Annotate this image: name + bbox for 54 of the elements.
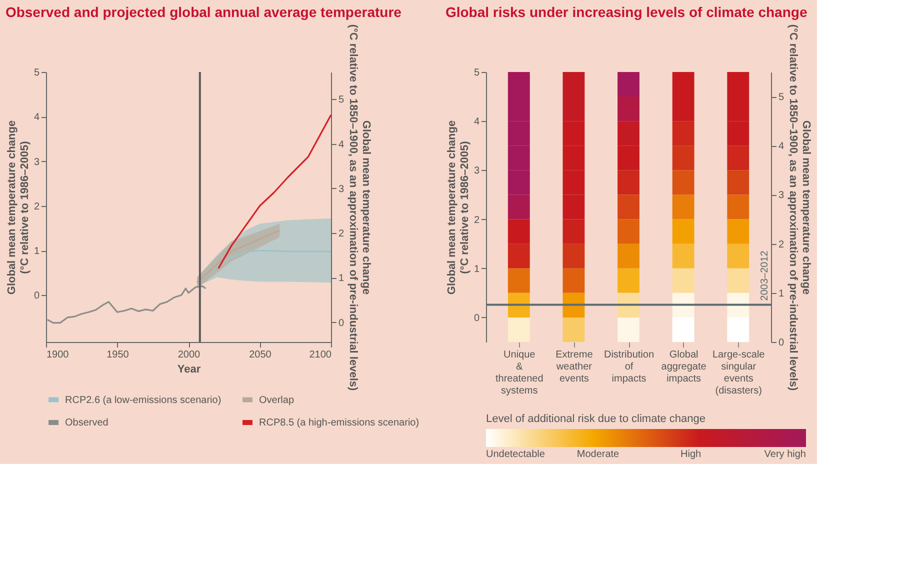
y2-tick-label: 2 [778,239,784,250]
y2-tick-label: 4 [338,139,344,150]
color-bar-label: High [680,449,702,460]
y2-tick-label: 3 [338,184,344,195]
y-tick-label: 1 [34,246,40,258]
x-tick-label: Unique & threatened systems [495,350,544,396]
y-tick-label: 3 [34,156,40,168]
y-tick-label: 4 [474,116,480,128]
color-bar-title: Level of additional risk due to climate change [486,413,706,425]
x-axis-title: Year [177,364,202,376]
y-tick-label: 5 [474,68,480,78]
x-tick-label: Extreme weather events [555,350,594,384]
y-tick-label: 2 [474,214,480,226]
y2-tick-label: 1 [338,273,344,284]
y2-tick-label: 3 [778,190,784,202]
y2-tick-label: 1 [778,288,784,300]
color-bar-label: Very high [764,449,806,460]
x-tick-label: 2050 [249,350,272,360]
y-tick-label: 3 [474,166,480,177]
legend-label: Observed [65,418,108,428]
line-series [196,250,332,283]
y-tick-label: 0 [34,290,40,302]
legend-label: RCP8.5 (a high-emissions scenario) [259,418,420,428]
y2-tick-label: 2 [338,228,344,240]
x-tick-label: Large-scale singular events (disasters) [712,350,766,396]
x-tick-label: Global aggregate impacts [661,350,707,384]
y2-tick-label: 5 [778,92,784,104]
x-tick-label: Distribution of impacts [604,350,654,384]
legend-label: Overlap [259,394,294,406]
y-tick-label: 5 [34,68,40,78]
line-series [218,114,332,270]
ref-line-label: 2003–2012 [759,250,770,301]
y-tick-label: 4 [34,112,40,124]
chart-title: Global risks under increasing levels of climate change [445,4,808,20]
color-bar-label: Moderate [576,449,620,460]
chart-title: Observed and projected global annual average temperature [5,4,402,20]
legend-label: RCP2.6 (a low-emissions scenario) [65,394,222,406]
x-tick-label: 1900 [46,350,70,360]
x-tick-label: 2000 [178,350,201,360]
y-axis-title: Global mean temperature change (°C relative to 1986–2005) [446,120,471,295]
x-tick-label: 2100 [309,350,332,360]
y2-tick-label: 0 [338,318,344,329]
y-tick-label: 0 [474,312,480,324]
y2-tick-label: 4 [778,141,784,152]
y2-axis-title: Global mean temperature change (°C relative to 1850–1900, as an approximation of pre-industrial levels) [787,24,812,391]
y2-axis-title: Global mean temperature change (°C relative to 1850–1900, as an approximation of pre-industrial levels) [347,24,372,391]
x-tick-label: 1950 [106,350,130,360]
color-bar-label: Undetectable [486,449,546,460]
y-tick-label: 1 [474,264,480,275]
y-tick-label: 2 [34,201,40,212]
y-axis-title: Global mean temperature change (°C relative to 1986–2005) [6,120,31,295]
y2-tick-label: 5 [338,94,344,106]
line-series [46,285,206,324]
y2-tick-label: 0 [778,338,784,348]
